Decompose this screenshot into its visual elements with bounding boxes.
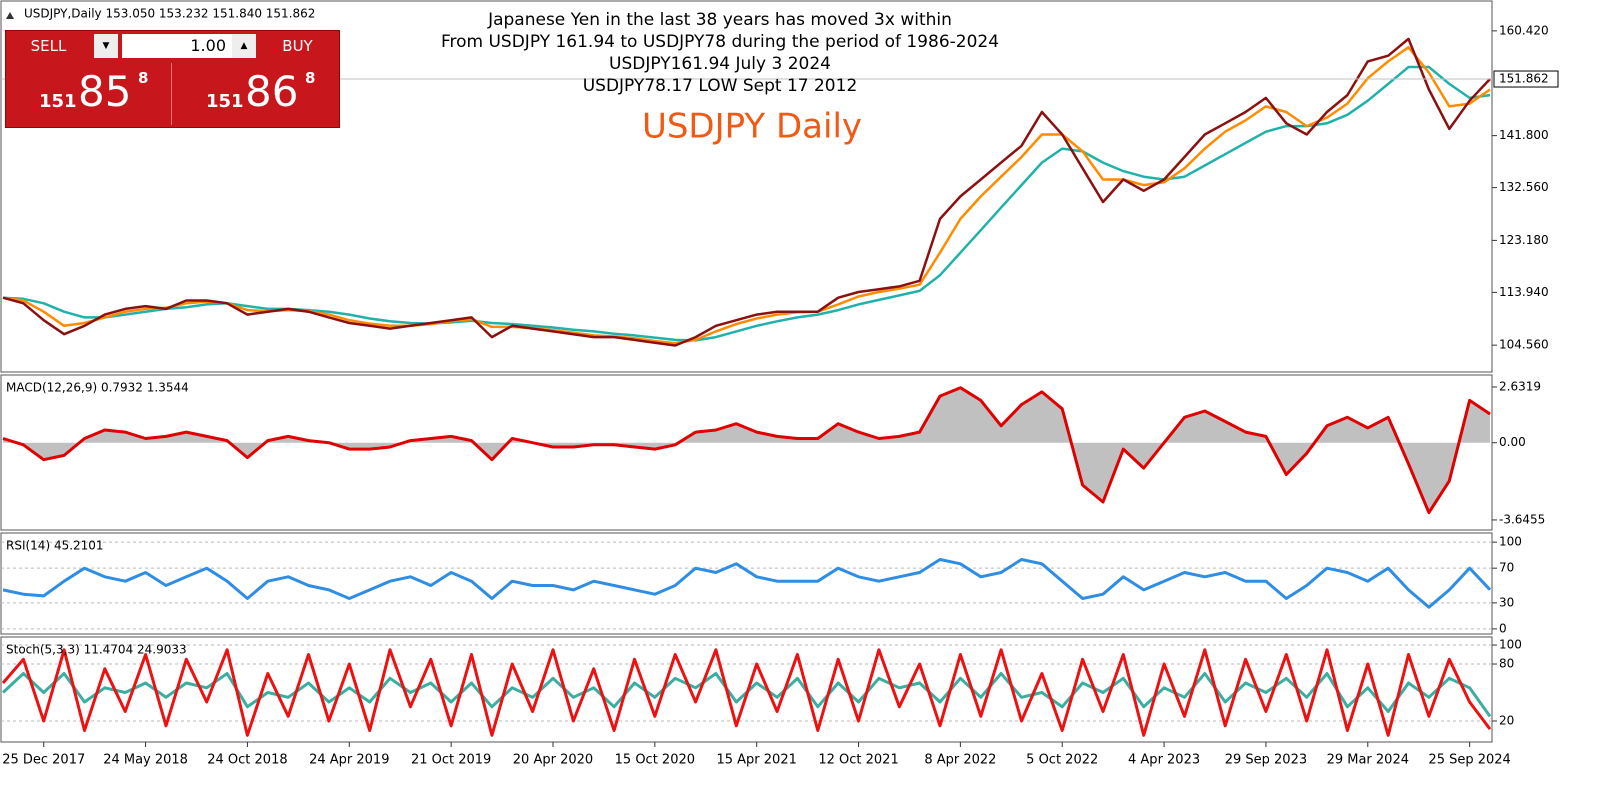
- y-tick-label: 0: [1499, 621, 1507, 635]
- x-tick-label: 12 Oct 2021: [818, 753, 898, 768]
- y-tick-label: 132.560: [1499, 180, 1549, 194]
- line-series: [2, 558, 1492, 609]
- y-tick-label: 20: [1499, 714, 1514, 728]
- lot-down[interactable]: ▼: [94, 34, 118, 58]
- y-tick-label: 30: [1499, 595, 1514, 609]
- x-tick-label: 24 Apr 2019: [309, 753, 389, 768]
- y-tick-label: -3.6455: [1499, 512, 1545, 526]
- annotation: USDJPY161.94 July 3 2024: [609, 54, 831, 74]
- pane-title: MACD(12,26,9) 0.7932 1.3544: [6, 381, 189, 395]
- price-pips: 85: [78, 67, 132, 116]
- line-series: [2, 46, 1491, 345]
- pane-frame: [0, 532, 1493, 635]
- price-pips: 86: [245, 67, 299, 116]
- y-tick-label: 100: [1499, 638, 1522, 652]
- annotation: USDJPY78.17 LOW Sept 17 2012: [583, 76, 858, 96]
- lot-input[interactable]: 1.00: [122, 34, 232, 58]
- pane-frame: [0, 374, 1493, 531]
- x-tick-label: 20 Apr 2020: [513, 753, 593, 768]
- y-tick-label: 70: [1499, 561, 1514, 575]
- price-major: 151: [39, 91, 77, 112]
- buy-price[interactable]: 151 86 8: [173, 63, 338, 125]
- x-tick-label: 25 Dec 2017: [2, 753, 85, 768]
- trade-panel: SELL ▼ 1.00 ▲ BUY 151 85 8 151 86 8: [5, 30, 340, 128]
- x-tick-label: 15 Apr 2021: [716, 753, 796, 768]
- last-price-box: [1493, 70, 1559, 88]
- last-price-label: 151.862: [1499, 72, 1549, 86]
- header-icon: [6, 12, 14, 19]
- pane-title: Stoch(5,3,3) 11.4704 24.9033: [6, 643, 187, 657]
- x-tick-label: 4 Apr 2023: [1128, 753, 1200, 768]
- pane-frame: [0, 636, 1493, 743]
- x-tick-label: 5 Oct 2022: [1026, 753, 1098, 768]
- x-tick-label: 24 Oct 2018: [207, 753, 287, 768]
- y-tick-label: 160.420: [1499, 23, 1549, 37]
- y-tick-label: 104.560: [1499, 338, 1549, 352]
- line-series: [1, 648, 1492, 737]
- x-tick-label: 24 May 2018: [103, 753, 188, 768]
- x-tick-label: 25 Sep 2024: [1428, 753, 1510, 768]
- annotation: From USDJPY 161.94 to USDJPY78 during th…: [441, 32, 999, 52]
- lot-up[interactable]: ▲: [232, 34, 256, 58]
- line-series: [2, 65, 1491, 342]
- y-tick-label: 141.800: [1499, 128, 1549, 142]
- price-fraction: 8: [305, 69, 316, 87]
- price-fraction: 8: [138, 69, 149, 87]
- price-major: 151: [206, 91, 244, 112]
- line-series: [2, 37, 1491, 347]
- x-tick-label: 21 Oct 2019: [411, 753, 491, 768]
- y-tick-label: 123.180: [1499, 233, 1549, 247]
- y-tick-label: 113.940: [1499, 285, 1549, 299]
- y-tick-label: 100: [1499, 535, 1522, 549]
- annotation: Japanese Yen in the last 38 years has mo…: [487, 10, 952, 30]
- x-tick-label: 15 Oct 2020: [615, 753, 695, 768]
- y-tick-label: 2.6319: [1499, 379, 1541, 393]
- pane-title: RSI(14) 45.2101: [6, 539, 104, 553]
- sell-button[interactable]: SELL: [30, 37, 67, 55]
- pane-frame: [0, 0, 1493, 373]
- sell-price[interactable]: 151 85 8: [6, 63, 172, 125]
- x-tick-label: 29 Sep 2023: [1225, 753, 1307, 768]
- macd-line: [2, 386, 1491, 515]
- buy-button[interactable]: BUY: [282, 37, 313, 55]
- y-tick-label: 0.00: [1499, 435, 1526, 449]
- pane-title: USDJPY,Daily 153.050 153.232 151.840 151…: [24, 7, 315, 21]
- x-tick-label: 29 Mar 2024: [1327, 753, 1409, 768]
- x-tick-label: 8 Apr 2022: [924, 753, 996, 768]
- y-tick-label: 80: [1499, 657, 1514, 671]
- highlight-title: USDJPY Daily: [642, 107, 862, 147]
